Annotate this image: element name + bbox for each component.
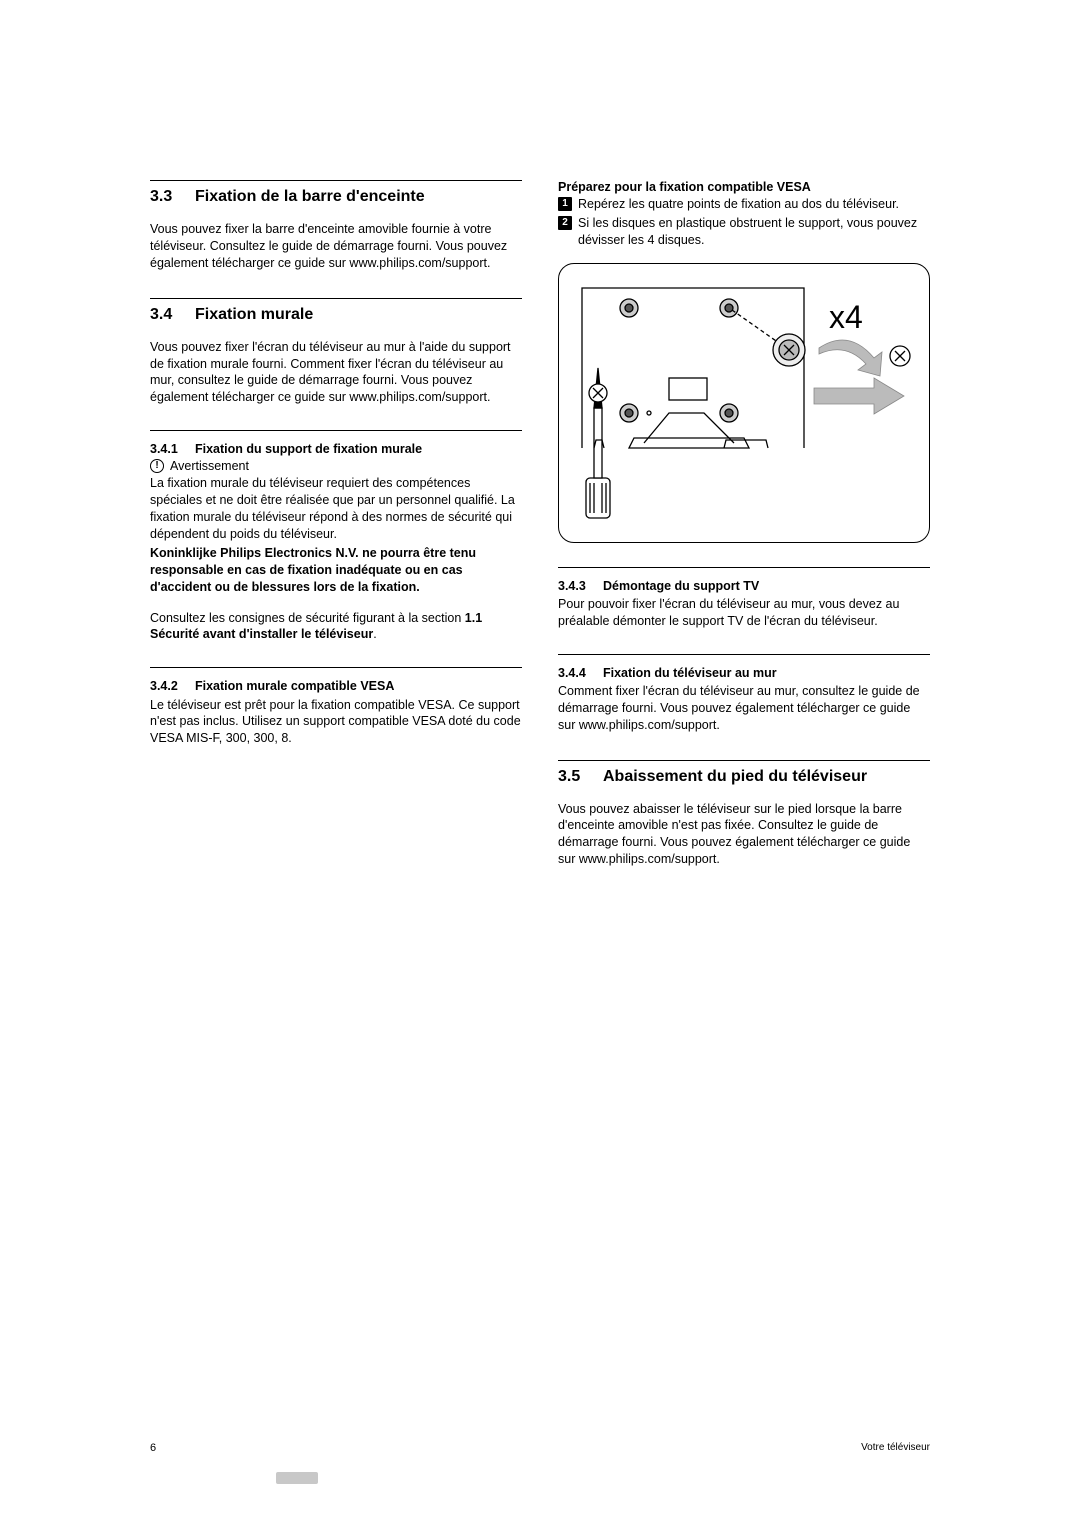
section-3-4-3-body: Pour pouvoir fixer l'écran du téléviseur… [558, 596, 930, 630]
section-3-4-1-body-1: La fixation murale du téléviseur requier… [150, 475, 522, 543]
rule [558, 760, 930, 761]
subsection-title-text: Fixation du support de fixation murale [195, 441, 422, 457]
subsection-number: 3.4.3 [558, 578, 603, 594]
section-3-4-2-body: Le téléviseur est prêt pour la fixation … [150, 697, 522, 748]
figure-label: x4 [829, 299, 863, 335]
section-3-3-body: Vous pouvez fixer la barre d'enceinte am… [150, 221, 522, 272]
subsection-number: 3.4.4 [558, 665, 603, 681]
section-3-5-body: Vous pouvez abaisser le téléviseur sur l… [558, 801, 930, 869]
step-2-text: Si les disques en plastique obstruent le… [578, 215, 930, 249]
subsection-number: 3.4.2 [150, 678, 195, 694]
rule [150, 430, 522, 431]
section-title-text: Fixation murale [195, 305, 313, 325]
prepare-title: Préparez pour la fixation compatible VES… [558, 180, 930, 194]
subsection-title-text: Fixation murale compatible VESA [195, 678, 394, 694]
step-number-icon: 2 [558, 216, 572, 230]
section-3-4-4-body: Comment fixer l'écran du téléviseur au m… [558, 683, 930, 734]
right-column: Préparez pour la fixation compatible VES… [558, 180, 930, 870]
section-3-4-4-heading: 3.4.4 Fixation du téléviseur au mur [558, 665, 930, 681]
subsection-title-text: Démontage du support TV [603, 578, 759, 594]
page-footer: 6 Votre téléviseur [150, 1442, 930, 1454]
text: Consultez les consignes de sécurité figu… [150, 611, 465, 625]
section-number: 3.3 [150, 187, 195, 207]
section-number: 3.4 [150, 305, 195, 325]
vesa-diagram-svg: x4 [573, 278, 915, 528]
section-number: 3.5 [558, 767, 603, 787]
subsection-title-text: Fixation du téléviseur au mur [603, 665, 777, 681]
section-3-4-3-heading: 3.4.3 Démontage du support TV [558, 578, 930, 594]
rule [558, 567, 930, 568]
page-number: 6 [150, 1442, 156, 1454]
section-3-4-heading: 3.4 Fixation murale [150, 305, 522, 325]
rule [558, 654, 930, 655]
section-3-4-1-bold: Koninklijke Philips Electronics N.V. ne … [150, 545, 522, 596]
text: . [373, 627, 376, 641]
warning-row: ! Avertissement [150, 459, 522, 473]
page-tab-marker [276, 1472, 318, 1484]
left-column: 3.3 Fixation de la barre d'enceinte Vous… [150, 180, 522, 870]
subsection-number: 3.4.1 [150, 441, 195, 457]
step-2: 2 Si les disques en plastique obstruent … [558, 215, 930, 249]
section-3-4-body: Vous pouvez fixer l'écran du téléviseur … [150, 339, 522, 407]
rule [150, 180, 522, 181]
step-1: 1 Repérez les quatre points de fixation … [558, 196, 930, 213]
section-3-5-heading: 3.5 Abaissement du pied du téléviseur [558, 767, 930, 787]
section-3-3-heading: 3.3 Fixation de la barre d'enceinte [150, 187, 522, 207]
rule [150, 667, 522, 668]
section-3-4-1-heading: 3.4.1 Fixation du support de fixation mu… [150, 441, 522, 457]
vesa-figure: x4 [558, 263, 930, 543]
section-3-4-2-heading: 3.4.2 Fixation murale compatible VESA [150, 678, 522, 694]
warning-label: Avertissement [170, 459, 249, 473]
section-title-text: Fixation de la barre d'enceinte [195, 187, 425, 207]
rule [150, 298, 522, 299]
section-3-4-1-body-2: Consultez les consignes de sécurité figu… [150, 610, 522, 644]
section-title-text: Abaissement du pied du téléviseur [603, 767, 867, 787]
warning-icon: ! [150, 459, 164, 473]
step-number-icon: 1 [558, 197, 572, 211]
step-1-text: Repérez les quatre points de fixation au… [578, 196, 899, 213]
footer-title: Votre téléviseur [861, 1442, 930, 1454]
